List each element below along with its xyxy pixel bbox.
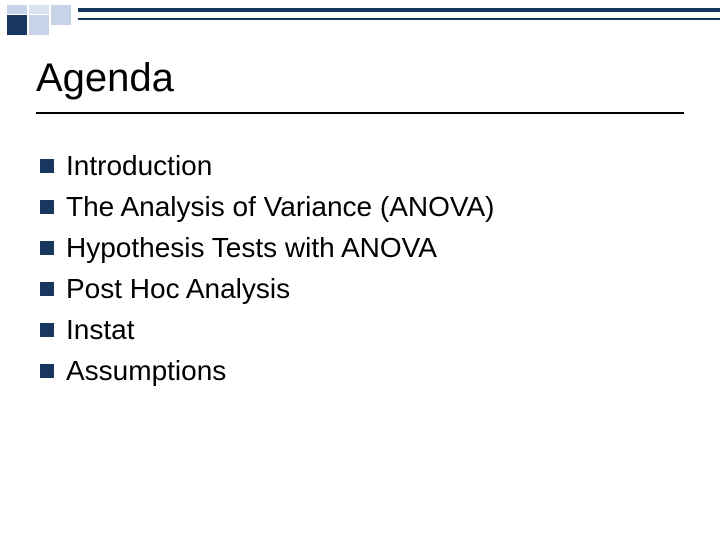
bullet-text: Post Hoc Analysis bbox=[66, 271, 290, 306]
bullet-list: Introduction The Analysis of Variance (AN… bbox=[40, 148, 680, 394]
bullet-text: Assumptions bbox=[66, 353, 226, 388]
bullet-item: Post Hoc Analysis bbox=[40, 271, 680, 306]
decor-square bbox=[28, 14, 50, 36]
square-bullet-icon bbox=[40, 241, 54, 255]
square-bullet-icon bbox=[40, 159, 54, 173]
title-divider bbox=[36, 112, 684, 114]
bullet-item: Hypothesis Tests with ANOVA bbox=[40, 230, 680, 265]
square-bullet-icon bbox=[40, 323, 54, 337]
slide-title: Agenda bbox=[36, 56, 174, 101]
decor-bar bbox=[78, 18, 720, 20]
bullet-item: The Analysis of Variance (ANOVA) bbox=[40, 189, 680, 224]
bullet-item: Instat bbox=[40, 312, 680, 347]
decor-bar bbox=[78, 8, 720, 12]
bullet-text: Hypothesis Tests with ANOVA bbox=[66, 230, 437, 265]
bullet-text: The Analysis of Variance (ANOVA) bbox=[66, 189, 494, 224]
decor-square bbox=[50, 4, 72, 26]
decor-square bbox=[6, 14, 28, 36]
square-bullet-icon bbox=[40, 282, 54, 296]
square-bullet-icon bbox=[40, 200, 54, 214]
bullet-text: Introduction bbox=[66, 148, 212, 183]
bullet-item: Assumptions bbox=[40, 353, 680, 388]
square-bullet-icon bbox=[40, 364, 54, 378]
bullet-text: Instat bbox=[66, 312, 134, 347]
bullet-item: Introduction bbox=[40, 148, 680, 183]
slide: Agenda Introduction The Analysis of Varia… bbox=[0, 0, 720, 540]
header-decoration bbox=[0, 0, 720, 36]
